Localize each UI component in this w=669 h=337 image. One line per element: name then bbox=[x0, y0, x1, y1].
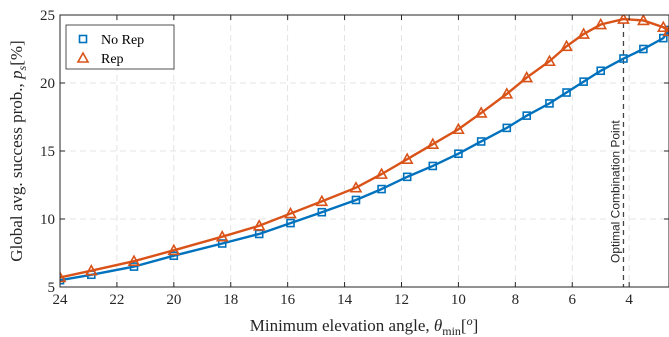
y-tick-label: 5 bbox=[48, 280, 56, 296]
data-point bbox=[656, 20, 669, 33]
optimal-point-label: Optimal Combination Point bbox=[608, 120, 622, 263]
data-point bbox=[426, 137, 440, 149]
data-point bbox=[215, 230, 229, 242]
legend-marker bbox=[76, 51, 90, 63]
x-tick-label: 10 bbox=[451, 292, 466, 308]
series-line bbox=[60, 17, 669, 279]
data-point bbox=[596, 66, 606, 76]
x-tick-label: 14 bbox=[337, 292, 353, 308]
data-point bbox=[377, 184, 386, 194]
data-point bbox=[639, 44, 648, 54]
y-tick-label: 20 bbox=[40, 76, 55, 92]
data-point bbox=[520, 70, 534, 83]
legend-marker bbox=[78, 34, 88, 44]
data-point bbox=[545, 99, 554, 108]
y-tick-label: 15 bbox=[40, 144, 55, 160]
legend-item: No Rep bbox=[78, 33, 144, 48]
data-point bbox=[454, 149, 463, 159]
x-tick-label: 12 bbox=[394, 292, 409, 308]
data-point bbox=[562, 88, 571, 97]
data-point bbox=[500, 87, 514, 99]
x-tick-label: 18 bbox=[223, 292, 238, 308]
data-point bbox=[619, 54, 628, 63]
x-tick-label: 8 bbox=[512, 292, 520, 308]
data-point bbox=[84, 264, 98, 276]
legend-item: Rep bbox=[76, 51, 124, 67]
legend-label: No Rep bbox=[101, 33, 144, 48]
data-point bbox=[129, 262, 139, 271]
data-point bbox=[169, 251, 179, 261]
data-point bbox=[452, 122, 465, 135]
data-point bbox=[543, 54, 556, 67]
data-point bbox=[349, 181, 363, 193]
data-point bbox=[659, 33, 668, 43]
data-point bbox=[594, 17, 608, 30]
data-point bbox=[375, 167, 388, 179]
y-tick-label: 10 bbox=[40, 212, 55, 228]
x-tick-label: 4 bbox=[625, 292, 633, 308]
y-tick-label: 25 bbox=[40, 8, 55, 24]
x-axis-label: Minimum elevation angle, θmin[o] bbox=[250, 314, 479, 337]
data-point bbox=[579, 77, 588, 86]
y-axis-label: Global avg. success prob., ps[%] bbox=[7, 40, 29, 261]
data-point bbox=[474, 106, 488, 118]
x-tick-label: 6 bbox=[568, 292, 576, 308]
data-point bbox=[560, 39, 573, 52]
data-point bbox=[662, 24, 669, 37]
data-point bbox=[428, 161, 438, 171]
data-point bbox=[476, 137, 486, 146]
x-tick-label: 16 bbox=[280, 292, 296, 308]
data-point bbox=[577, 27, 590, 39]
data-point bbox=[315, 194, 329, 207]
ticks: 24 22 20 18 16 14 12 10 8 6 4 5 10 15 20 25 bbox=[40, 8, 669, 308]
data-point bbox=[286, 218, 295, 228]
x-tick-label: 22 bbox=[109, 292, 124, 308]
legend: No Rep Rep bbox=[65, 24, 175, 70]
data-point bbox=[617, 15, 630, 24]
data-point bbox=[284, 206, 297, 219]
data-point bbox=[127, 254, 141, 266]
data-point bbox=[252, 219, 266, 231]
x-tick-label: 24 bbox=[53, 292, 69, 308]
data-point bbox=[60, 270, 67, 283]
data-point bbox=[317, 207, 327, 217]
data-point bbox=[502, 123, 512, 133]
series bbox=[60, 15, 669, 285]
annotation: Optimal Combination Point bbox=[608, 23, 625, 287]
data-point bbox=[351, 195, 361, 205]
data-point bbox=[402, 172, 412, 182]
data-point bbox=[522, 111, 532, 120]
legend-label: Rep bbox=[101, 52, 124, 67]
data-point bbox=[167, 243, 181, 256]
data-point bbox=[400, 152, 414, 164]
data-point bbox=[637, 15, 650, 26]
series-1 bbox=[60, 15, 669, 283]
x-tick-label: 20 bbox=[166, 292, 181, 308]
